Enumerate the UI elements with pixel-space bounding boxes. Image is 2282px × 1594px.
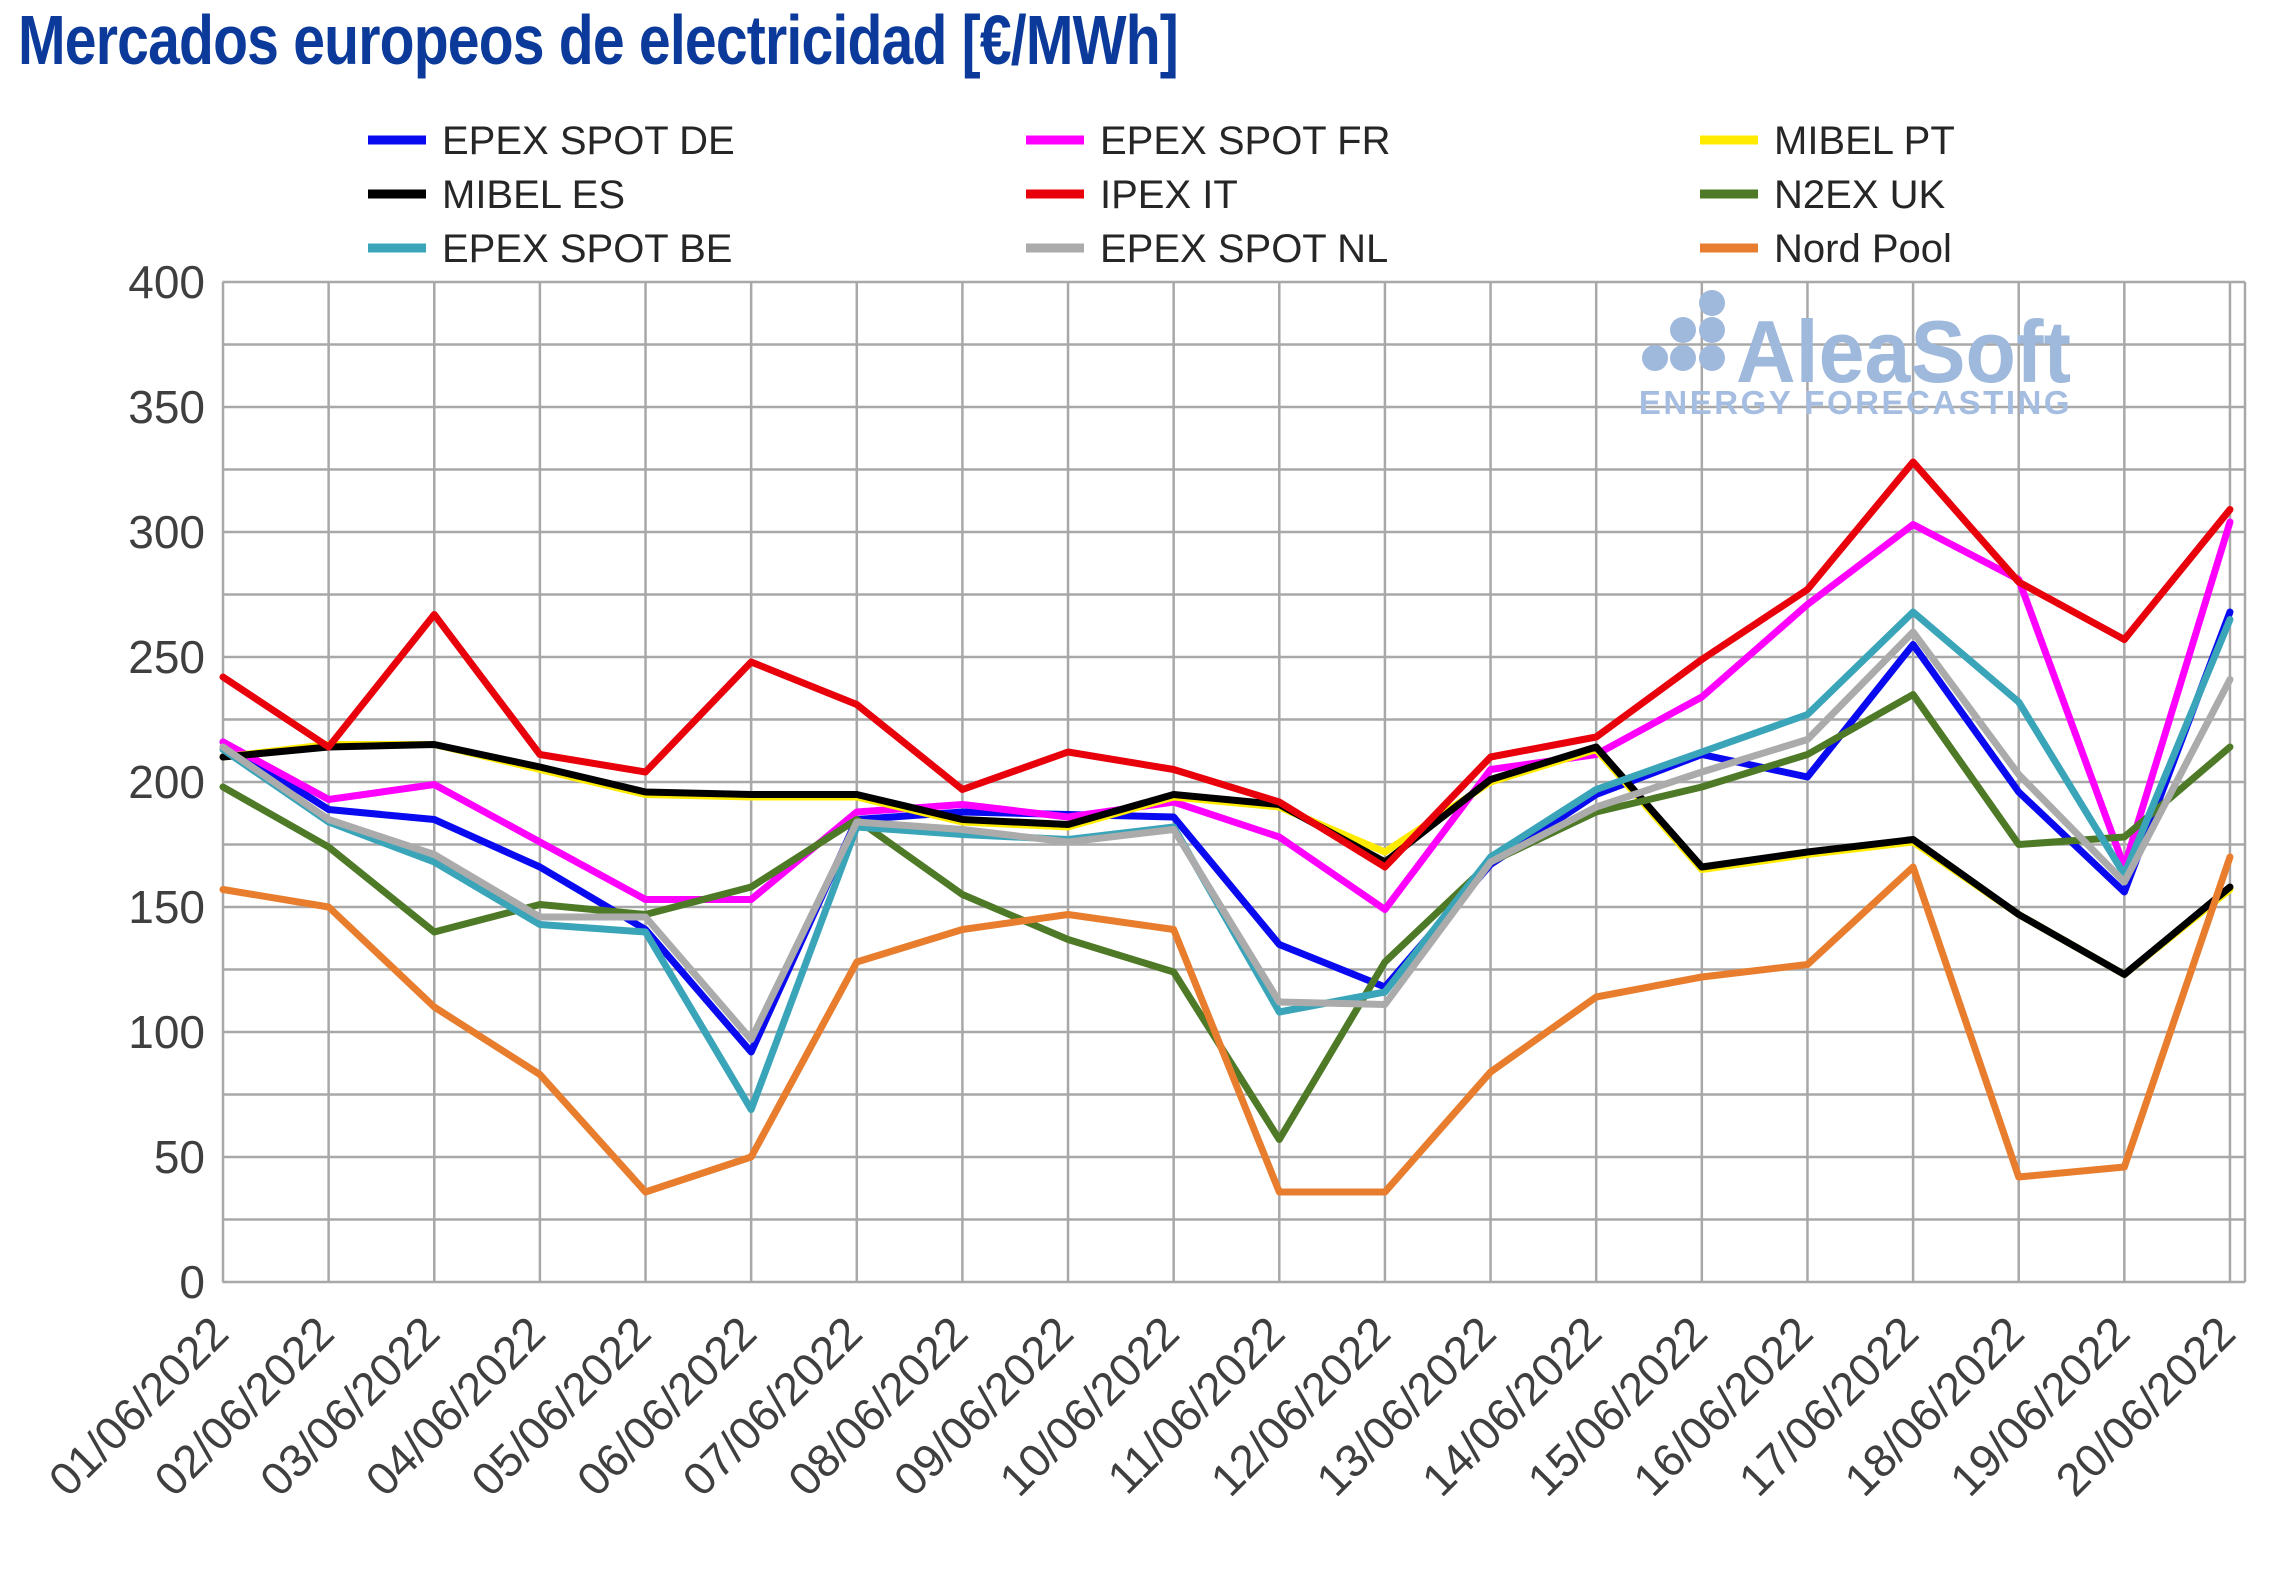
logo-dot: [1699, 290, 1725, 316]
aleasoft-logo-dots-icon: [1642, 290, 1725, 371]
aleasoft-logo-tagline: ENERGY FORECASTING: [1639, 384, 2072, 421]
logo-dot: [1699, 317, 1725, 343]
aleasoft-logo-name: AleaSoft: [1736, 302, 2071, 401]
y-tick-label: 350: [128, 381, 205, 433]
series-line-epex-spot-fr: [219, 518, 2234, 913]
series-line-epex-spot-de: [219, 608, 2234, 1056]
plot-gridlines: [221, 280, 2247, 1284]
legend-item-label: EPEX SPOT DE: [442, 119, 735, 163]
y-tick-label: 100: [128, 1006, 205, 1058]
aleasoft-logo: AleaSoft ENERGY FORECASTING: [1639, 290, 2072, 421]
y-tick-label: 200: [128, 756, 205, 808]
chart-legend: EPEX SPOT DE EPEX SPOT FR MIBEL PT MIBEL ES…: [368, 119, 1955, 271]
legend-item-mibel-pt: MIBEL PT: [1700, 119, 1955, 163]
legend-item-label: EPEX SPOT BE: [442, 227, 733, 271]
series-line-epex-spot-nl: [219, 628, 2234, 1043]
logo-dot: [1670, 317, 1696, 343]
legend-item-epex-spot-nl: EPEX SPOT NL: [1026, 227, 1388, 271]
chart-title: Mercados europeos de electricidad [€/MWh…: [18, 1, 1178, 79]
legend-item-label: N2EX UK: [1774, 173, 1945, 217]
legend-item-label: MIBEL PT: [1774, 119, 1955, 163]
legend-item-label: EPEX SPOT FR: [1100, 119, 1390, 163]
legend-item-label: MIBEL ES: [442, 173, 625, 217]
legend-item-n2ex-uk: N2EX UK: [1700, 173, 1945, 217]
legend-item-nord-pool: Nord Pool: [1700, 227, 1952, 271]
legend-item-ipex-it: IPEX IT: [1026, 173, 1238, 217]
series-line-ipex-it: [219, 458, 2234, 871]
y-tick-label: 50: [154, 1131, 205, 1183]
logo-dot: [1642, 345, 1668, 371]
y-tick-label: 400: [128, 256, 205, 308]
legend-item-label: IPEX IT: [1100, 173, 1238, 217]
logo-dot: [1699, 345, 1725, 371]
y-tick-label: 250: [128, 631, 205, 683]
series-lines: [219, 458, 2234, 1196]
legend-item-epex-spot-fr: EPEX SPOT FR: [1026, 119, 1390, 163]
series-line-nord-pool: [219, 853, 2234, 1196]
legend-item-label: Nord Pool: [1774, 227, 1952, 271]
y-tick-label: 150: [128, 881, 205, 933]
y-axis-tick-labels: 0 50 100 150 200 250 300 350 400: [128, 256, 205, 1308]
y-tick-label: 0: [179, 1256, 205, 1308]
logo-dot: [1670, 345, 1696, 371]
legend-item-label: EPEX SPOT NL: [1100, 227, 1388, 271]
legend-item-epex-spot-be: EPEX SPOT BE: [368, 227, 733, 271]
legend-item-mibel-es: MIBEL ES: [368, 173, 625, 217]
legend-item-epex-spot-de: EPEX SPOT DE: [368, 119, 735, 163]
y-tick-label: 300: [128, 506, 205, 558]
series-line-mibel-es: [219, 741, 2234, 978]
